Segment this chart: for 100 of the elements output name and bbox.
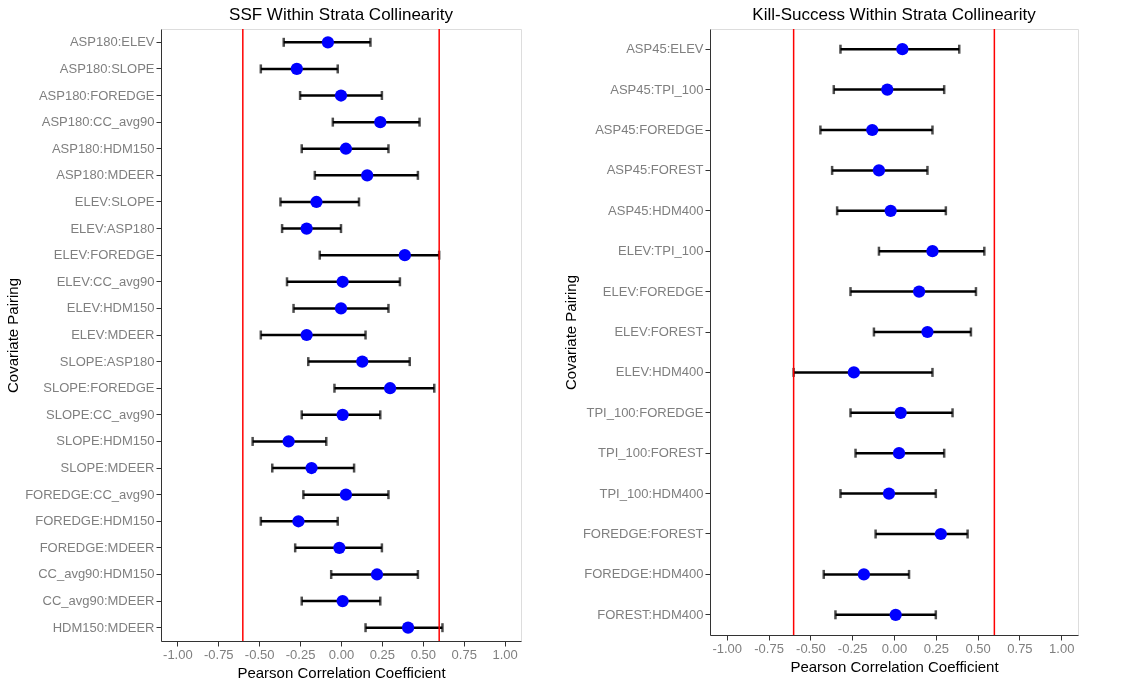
y-tick-label: ELEV:HDM400 <box>615 364 704 380</box>
y-tick-label: ELEV:FOREDGE <box>602 283 704 299</box>
x-tick-label: 1.00 <box>1049 640 1075 656</box>
point <box>336 408 349 421</box>
y-tick-label: ELEV:SLOPE <box>74 193 155 209</box>
point <box>370 568 384 581</box>
y-tick-label: ASP45:FOREST <box>606 162 704 178</box>
point <box>336 594 349 608</box>
x-tick-label: 0.50 <box>965 640 991 656</box>
x-tick-label: -1.00 <box>163 646 193 662</box>
point <box>934 527 947 541</box>
y-tick-label: ELEV:MDEER <box>71 327 155 342</box>
x-tick-label: 0.25 <box>369 646 396 662</box>
point <box>921 325 934 339</box>
y-tick-label: ELEV:CC_avg90 <box>56 273 155 289</box>
point <box>872 164 886 177</box>
y-tick-label: FOREDGE:CC_avg90 <box>25 486 155 502</box>
point <box>300 328 313 342</box>
point <box>310 195 323 209</box>
y-tick-label: FOREDGE:HDM400 <box>584 566 704 582</box>
point <box>881 83 894 96</box>
x-tick-label: -0.25 <box>285 646 316 662</box>
y-tick-label: SLOPE:MDEER <box>60 460 155 476</box>
x-tick-label: -1.00 <box>712 640 743 656</box>
y-tick-label: ASP180:HDM150 <box>51 140 155 156</box>
x-axis-title: Pearson Correlation Coefficient <box>237 663 447 681</box>
y-tick-label: TPI_100:HDM400 <box>599 485 704 501</box>
point <box>866 123 879 137</box>
point <box>290 62 303 76</box>
y-tick-label: ASP180:SLOPE <box>59 60 155 76</box>
y-tick-label: ELEV:FOREDGE <box>53 247 155 263</box>
point <box>339 488 353 501</box>
point <box>361 169 374 182</box>
y-tick-label: ELEV:HDM150 <box>66 300 155 316</box>
y-tick-label: ASP180:CC_avg90 <box>41 114 155 130</box>
y-tick-label: SLOPE:ASP180 <box>59 353 155 369</box>
y-axis-title: Covariate Pairing <box>561 274 579 391</box>
point <box>305 461 318 475</box>
x-tick-label: 0.00 <box>328 646 355 662</box>
point <box>882 487 896 500</box>
point <box>282 435 295 448</box>
x-tick-label: 0.75 <box>451 646 477 662</box>
point <box>889 608 902 621</box>
y-tick-label: ASP45:ELEV <box>626 41 704 57</box>
point <box>401 621 415 634</box>
y-tick-label: CC_avg90:MDEER <box>42 593 155 609</box>
point <box>292 515 305 528</box>
y-tick-label: ELEV:ASP180 <box>70 220 155 236</box>
chart-title: Kill-Success Within Strata Collinearity <box>752 5 1037 25</box>
y-tick-label: FOREDGE:HDM150 <box>35 513 155 529</box>
y-tick-label: TPI_100:FOREDGE <box>586 404 704 420</box>
point <box>334 89 348 102</box>
y-tick-label: HDM150:MDEER <box>52 619 155 635</box>
y-tick-label: ASP180:MDEER <box>56 167 155 183</box>
point <box>884 204 897 217</box>
x-tick-label: -0.25 <box>837 640 868 656</box>
y-tick-label: FOREDGE:MDEER <box>39 539 155 555</box>
chart-title: SSF Within Strata Collinearity <box>229 5 454 25</box>
point <box>896 43 909 56</box>
y-axis-title: Covariate Pairing <box>4 277 22 394</box>
point <box>300 222 313 235</box>
y-tick-label: CC_avg90:HDM150 <box>38 566 155 582</box>
y-tick-label: SLOPE:HDM150 <box>56 433 155 449</box>
x-tick-label: 0.25 <box>923 640 949 656</box>
point <box>894 406 907 419</box>
point <box>383 382 397 395</box>
point <box>334 302 348 315</box>
x-tick-label: -0.75 <box>203 646 234 662</box>
y-tick-label: ASP180:ELEV <box>69 34 155 50</box>
x-tick-label: -0.50 <box>244 646 275 662</box>
x-axis-title: Pearson Correlation Coefficient <box>790 657 1000 675</box>
y-tick-label: SLOPE:CC_avg90 <box>46 406 155 422</box>
point <box>912 285 926 298</box>
x-tick-label: 0.75 <box>1007 640 1033 656</box>
y-tick-label: TPI_100:FOREST <box>598 445 704 461</box>
point <box>892 447 906 460</box>
y-tick-label: ASP45:HDM400 <box>608 202 704 218</box>
y-tick-label: ELEV:FOREST <box>614 324 704 339</box>
point <box>356 355 369 368</box>
point <box>926 245 939 258</box>
point <box>374 116 387 129</box>
x-tick-label: 1.00 <box>492 646 518 662</box>
y-tick-label: FOREDGE:FOREST <box>582 526 704 541</box>
y-tick-label: FOREST:HDM400 <box>597 606 704 622</box>
x-tick-label: -0.75 <box>754 640 784 656</box>
point <box>847 366 860 379</box>
y-tick-label: SLOPE:FOREDGE <box>43 380 155 396</box>
x-tick-label: 0.00 <box>881 640 908 656</box>
point <box>857 568 871 581</box>
y-tick-label: ASP45:TPI_100 <box>610 81 704 97</box>
y-tick-label: ASP45:FOREDGE <box>595 122 704 137</box>
point <box>321 36 335 49</box>
point <box>336 275 349 288</box>
x-tick-label: -0.50 <box>796 640 826 656</box>
x-tick-label: 0.50 <box>410 646 436 662</box>
y-tick-label: ELEV:TPI_100 <box>617 243 704 259</box>
point <box>339 142 353 155</box>
y-tick-label: ASP180:FOREDGE <box>38 87 155 103</box>
point <box>398 249 411 262</box>
point <box>333 541 346 554</box>
